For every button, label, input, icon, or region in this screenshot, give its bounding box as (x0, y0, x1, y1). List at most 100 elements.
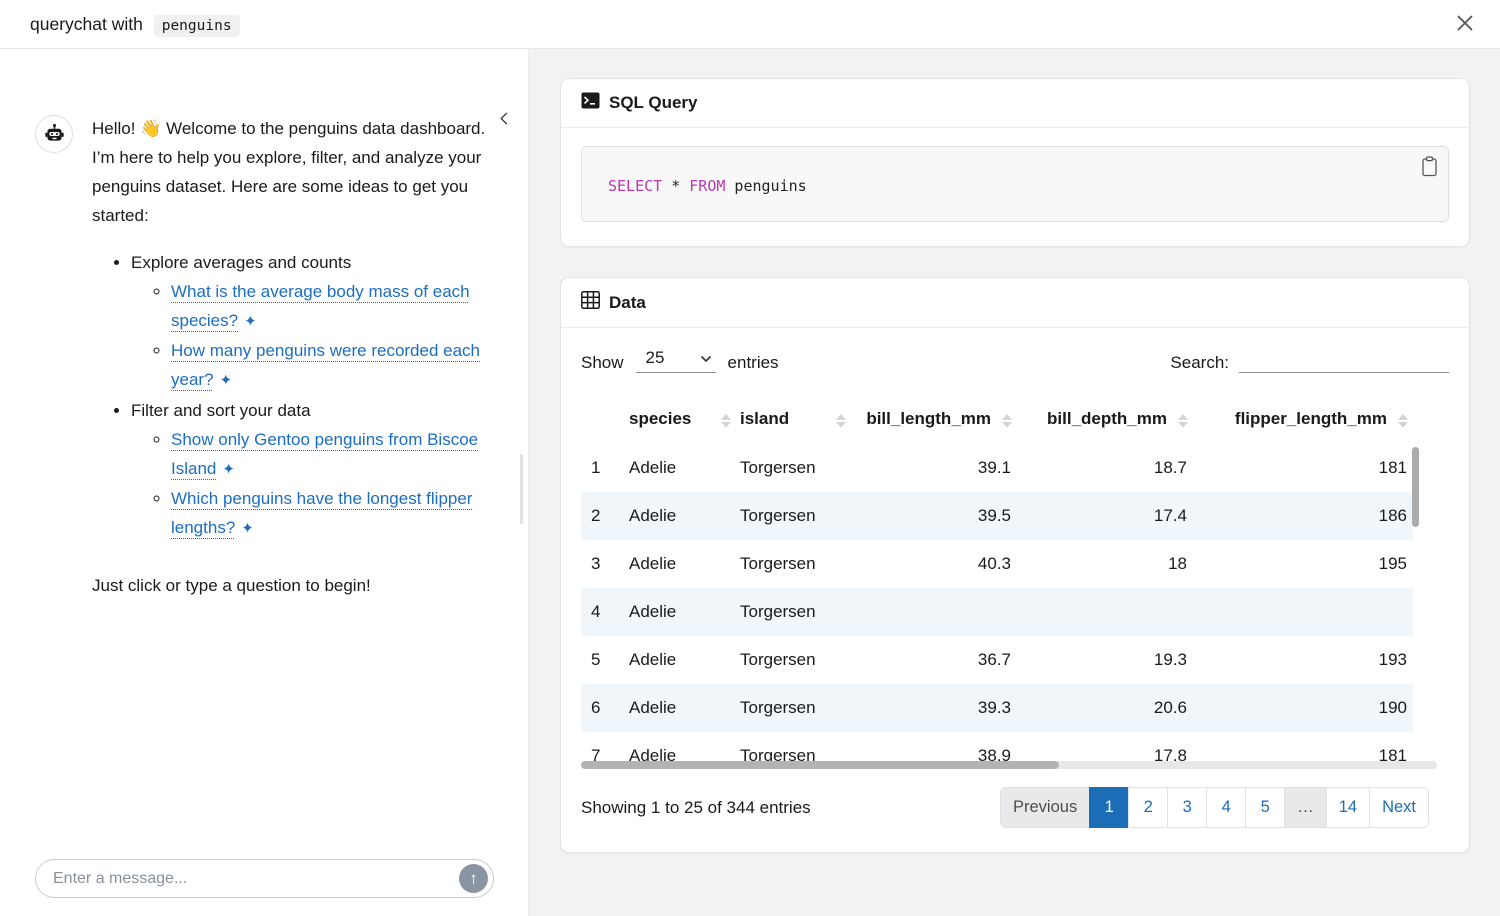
dataset-name-chip: penguins (153, 14, 240, 37)
list-item: How many penguins were recorded each yea… (171, 336, 495, 395)
assistant-message: Hello! 👋 Welcome to the penguins data da… (0, 49, 528, 600)
table-footer: Showing 1 to 25 of 344 entries Previous … (581, 787, 1449, 828)
suggestion-groups: Explore averages and counts What is the … (92, 248, 495, 543)
terminal-icon (581, 92, 600, 114)
column-header-island[interactable]: island (736, 399, 851, 444)
header-rownum (581, 399, 625, 444)
sort-icon (1178, 413, 1188, 428)
data-table: species island bill_length_mm bill_depth… (581, 399, 1413, 773)
chat-scrollbar[interactable] (520, 454, 523, 524)
chat-sidebar: Hello! 👋 Welcome to the penguins data da… (0, 49, 529, 916)
pagination-page-14[interactable]: 14 (1325, 787, 1371, 828)
sort-icon (1398, 413, 1408, 428)
group-label: Explore averages and counts (131, 253, 352, 272)
table-row: 5 Adelie Torgersen 36.7 19.3 193 (591, 650, 1407, 669)
table-search-input[interactable] (1239, 350, 1449, 373)
page-length-select[interactable]: 25 (635, 348, 716, 373)
sparkle-icon: ✦ (244, 313, 257, 330)
table-header-row: species island bill_length_mm bill_depth… (581, 399, 1413, 444)
sparkle-icon: ✦ (241, 520, 254, 537)
pagination-previous-button[interactable]: Previous (1000, 787, 1091, 828)
collapse-sidebar-button[interactable] (497, 111, 512, 129)
table-search-control: Search: (1170, 350, 1449, 373)
sql-query-card: SQL Query SELECT * FROM penguins (560, 78, 1470, 247)
chat-message-input[interactable] (53, 869, 459, 888)
sql-code-block: SELECT * FROM penguins (581, 146, 1449, 222)
vertical-scrollbar[interactable] (1412, 447, 1419, 527)
horizontal-scrollbar-thumb[interactable] (581, 761, 1059, 769)
copy-button[interactable] (1421, 156, 1438, 180)
pagination-page-4[interactable]: 4 (1206, 787, 1247, 828)
app-header: querychat with penguins (0, 0, 1500, 49)
suggestion-group: Explore averages and counts What is the … (131, 248, 495, 395)
chevron-down-icon (700, 348, 712, 368)
table-row: 2 Adelie Torgersen 39.5 17.4 186 (581, 492, 1413, 540)
pagination-page-3[interactable]: 3 (1167, 787, 1208, 828)
clipboard-icon (1421, 156, 1438, 180)
greeting-text: Hello! (92, 119, 136, 138)
arrow-up-icon: ↑ (469, 869, 478, 888)
column-header-bill-length[interactable]: bill_length_mm (851, 399, 1017, 444)
pagination: Previous 1 2 3 4 5 … 14 Next (1000, 787, 1429, 828)
content-area: SQL Query SELECT * FROM penguins (529, 49, 1500, 916)
table-controls: Show 25 entries Search: (581, 348, 1449, 373)
data-card: Data Show 25 entries (560, 277, 1470, 853)
send-message-button[interactable]: ↑ (459, 864, 488, 893)
suggestion-link-count-per-year[interactable]: How many penguins were recorded each yea… (171, 341, 481, 389)
suggestion-group: Filter and sort your data Show only Gent… (131, 396, 495, 543)
greeting-paragraph: Hello! 👋 Welcome to the penguins data da… (92, 114, 495, 230)
horizontal-scrollbar[interactable] (581, 761, 1437, 769)
group-label: Filter and sort your data (131, 401, 311, 420)
column-header-species[interactable]: species (625, 399, 736, 444)
sql-text: penguins (725, 177, 807, 195)
app-title: querychat with penguins (30, 13, 240, 37)
list-item: What is the average body mass of each sp… (171, 277, 495, 336)
suggestion-link-gentoo-biscoe[interactable]: Show only Gentoo penguins from Biscoe Is… (171, 430, 479, 478)
column-header-flipper-length[interactable]: flipper_length_mm (1193, 399, 1413, 444)
table-row: 1 Adelie Torgersen 39.1 18.7 181 (591, 458, 1407, 477)
app-title-text: querychat with (30, 13, 143, 34)
show-label: Show (581, 353, 624, 372)
wave-emoji: 👋 (140, 119, 162, 138)
page-length-value: 25 (645, 348, 665, 367)
entries-label: entries (727, 353, 779, 372)
sort-icon (721, 413, 731, 428)
suggestion-link-longest-flippers[interactable]: Which penguins have the longest flipper … (171, 489, 473, 537)
data-card-title: Data (609, 292, 646, 312)
search-label: Search: (1170, 353, 1229, 372)
suggestion-link-avg-body-mass[interactable]: What is the average body mass of each sp… (171, 282, 470, 330)
intro-text: Welcome to the penguins data dashboard. … (92, 119, 486, 225)
main-layout: Hello! 👋 Welcome to the penguins data da… (0, 49, 1500, 916)
pagination-page-5[interactable]: 5 (1245, 787, 1286, 828)
table-row: 4 Adelie Torgersen (581, 588, 1413, 636)
list-item: Which penguins have the longest flipper … (171, 484, 495, 543)
sql-keyword: FROM (689, 177, 726, 195)
close-button[interactable] (1450, 9, 1480, 39)
table-grid-icon (581, 291, 600, 314)
table-row: 3 Adelie Torgersen 40.3 18 195 (591, 554, 1407, 573)
sort-icon (836, 413, 846, 428)
outro-text: Just click or type a question to begin! (92, 576, 371, 595)
list-item: Show only Gentoo penguins from Biscoe Is… (171, 425, 495, 484)
pagination-next-button[interactable]: Next (1369, 787, 1429, 828)
table-row: 7 Adelie Torgersen 38.9 17.8 181 (591, 746, 1407, 765)
close-icon (1455, 13, 1475, 36)
assistant-message-body: Hello! 👋 Welcome to the penguins data da… (92, 114, 495, 600)
data-table-wrap: species island bill_length_mm bill_depth… (581, 399, 1449, 773)
sparkle-icon: ✦ (222, 461, 235, 478)
sql-text: * (662, 177, 690, 195)
sql-card-title: SQL Query (609, 93, 698, 112)
table-row: 6 Adelie Torgersen 39.3 20.6 190 (581, 684, 1413, 732)
robot-avatar-icon (35, 115, 73, 153)
sql-code: SELECT * FROM penguins (608, 177, 1430, 195)
page-length-control: Show 25 entries (581, 348, 779, 373)
sql-keyword: SELECT (608, 177, 663, 195)
pagination-page-2[interactable]: 2 (1128, 787, 1169, 828)
sparkle-icon: ✦ (219, 372, 233, 389)
column-header-bill-depth[interactable]: bill_depth_mm (1017, 399, 1193, 444)
chat-input-container: ↑ (35, 859, 494, 898)
pagination-ellipsis: … (1284, 787, 1327, 828)
chevron-left-icon (497, 112, 512, 129)
entries-summary: Showing 1 to 25 of 344 entries (581, 797, 811, 817)
pagination-page-1[interactable]: 1 (1089, 787, 1130, 828)
